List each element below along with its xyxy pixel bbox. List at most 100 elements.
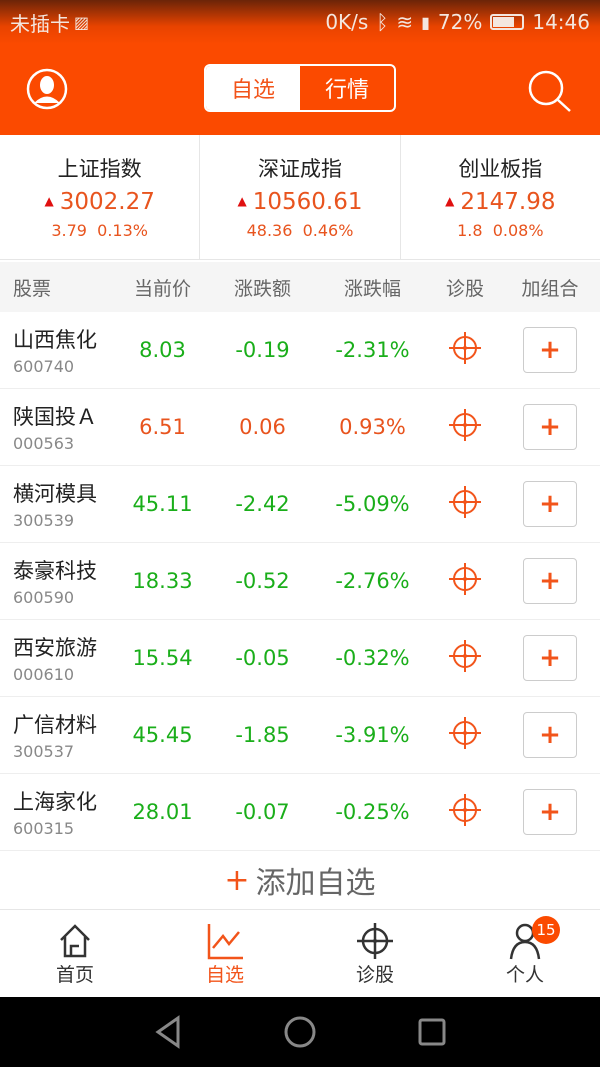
table-header: 股票 当前价 涨跌额 涨跌幅 诊股 加组合 xyxy=(0,262,600,312)
add-to-portfolio-button[interactable]: + xyxy=(523,327,577,373)
header-price[interactable]: 当前价 xyxy=(133,277,191,300)
add-watchlist-label: 添加自选 xyxy=(255,866,376,901)
table-row[interactable]: 泰豪科技 600590 18.33 -0.52 -2.76% + xyxy=(0,543,600,620)
stock-price: 45.45 xyxy=(132,723,193,747)
stock-name: 山西焦化 xyxy=(13,328,97,352)
system-nav-bar xyxy=(0,997,600,1067)
profile-avatar-icon[interactable] xyxy=(26,68,68,110)
nav-label: 自选 xyxy=(205,964,244,986)
stock-code: 000610 xyxy=(13,665,75,684)
crosshair-icon xyxy=(449,717,481,749)
stock-change: 0.06 xyxy=(239,415,286,439)
stock-name: 上海家化 xyxy=(13,790,97,814)
stock-code: 600740 xyxy=(13,357,75,376)
up-arrow-icon: ▲ xyxy=(445,194,455,208)
home-icon xyxy=(60,924,90,958)
nav-label: 首页 xyxy=(55,964,94,986)
diagnose-button[interactable] xyxy=(430,330,500,370)
add-to-portfolio-button[interactable]: + xyxy=(523,404,577,450)
home-circle-icon[interactable] xyxy=(283,1015,317,1049)
plus-icon: + xyxy=(224,862,250,898)
app-header: 自选 行情 xyxy=(0,44,600,135)
diagnose-button[interactable] xyxy=(430,715,500,755)
table-row[interactable]: 上海家化 600315 28.01 -0.07 -0.25% + xyxy=(0,774,600,851)
diagnose-button[interactable] xyxy=(430,407,500,447)
table-row[interactable]: 陕国投Ａ 000563 6.51 0.06 0.93% + xyxy=(0,389,600,466)
wifi-icon: ≋ xyxy=(396,10,414,34)
stock-price: 6.51 xyxy=(139,415,186,439)
back-icon[interactable] xyxy=(153,1015,183,1049)
nav-home[interactable]: 首页 xyxy=(0,910,150,997)
header-add-portfolio: 加组合 xyxy=(521,277,579,300)
index-name: 深证成指 xyxy=(257,157,342,181)
notification-badge: 15 xyxy=(532,916,560,944)
index-name: 上证指数 xyxy=(57,157,142,181)
crosshair-icon xyxy=(449,332,481,364)
stock-change: -1.85 xyxy=(235,723,290,747)
carrier-text: 未插卡 xyxy=(10,11,70,36)
stock-list: 山西焦化 600740 8.03 -0.19 -2.31% + 陕国投Ａ 000563… xyxy=(0,312,600,851)
diagnose-button[interactable] xyxy=(430,561,500,601)
stock-pct: -3.91% xyxy=(335,723,410,747)
index-card[interactable]: 创业板指 ▲ 2147.98 1.8 0.08% xyxy=(401,135,600,259)
add-to-portfolio-button[interactable]: + xyxy=(523,481,577,527)
table-row[interactable]: 山西焦化 600740 8.03 -0.19 -2.31% + xyxy=(0,312,600,389)
nav-label: 诊股 xyxy=(355,964,394,986)
index-card[interactable]: 上证指数 ▲ 3002.27 3.79 0.13% xyxy=(0,135,201,259)
crosshair-icon xyxy=(357,923,393,959)
add-to-portfolio-button[interactable]: + xyxy=(523,712,577,758)
stock-pct: -0.25% xyxy=(335,800,410,824)
search-icon[interactable] xyxy=(526,68,574,114)
table-row[interactable]: 横河模具 300539 45.11 -2.42 -5.09% + xyxy=(0,466,600,543)
bottom-nav: 首页 自选 诊股 个人 15 xyxy=(0,910,600,997)
stock-code: 300539 xyxy=(13,511,75,530)
stock-price: 15.54 xyxy=(132,646,193,670)
stock-name: 横河模具 xyxy=(13,482,97,506)
crosshair-icon xyxy=(449,409,481,441)
nav-profile[interactable]: 个人 15 xyxy=(450,910,600,997)
chart-icon xyxy=(207,924,243,960)
table-row[interactable]: 西安旅游 000610 15.54 -0.05 -0.32% + xyxy=(0,620,600,697)
stock-code: 600315 xyxy=(13,819,75,838)
stock-name: 广信材料 xyxy=(13,713,97,737)
stock-price: 28.01 xyxy=(132,800,193,824)
table-row[interactable]: 广信材料 300537 45.45 -1.85 -3.91% + xyxy=(0,697,600,774)
crosshair-icon xyxy=(449,640,481,672)
tab-market[interactable]: 行情 xyxy=(324,78,369,103)
add-to-portfolio-button[interactable]: + xyxy=(523,558,577,604)
header-pct[interactable]: 涨跌幅 xyxy=(343,277,401,300)
index-name: 创业板指 xyxy=(458,157,543,181)
sim-alert-icon: ▮ xyxy=(421,12,430,32)
nav-label: 个人 xyxy=(505,964,544,986)
sim-icon: ▨ xyxy=(74,12,90,32)
nav-diagnose[interactable]: 诊股 xyxy=(300,910,450,997)
stock-pct: -0.32% xyxy=(335,646,410,670)
crosshair-icon xyxy=(449,794,481,826)
diagnose-button[interactable] xyxy=(430,792,500,832)
stock-name: 泰豪科技 xyxy=(13,559,97,583)
diagnose-button[interactable] xyxy=(430,484,500,524)
up-arrow-icon: ▲ xyxy=(44,194,54,208)
index-pct: 0.13% xyxy=(97,221,148,240)
header-diagnose: 诊股 xyxy=(445,277,484,300)
network-speed: 0K/s xyxy=(325,10,369,34)
header-change[interactable]: 涨跌额 xyxy=(233,277,291,300)
tab-watchlist[interactable]: 自选 xyxy=(206,66,300,110)
bluetooth-icon: ᛒ xyxy=(376,10,389,34)
add-watchlist-button[interactable]: + 添加自选 xyxy=(0,851,600,910)
add-to-portfolio-button[interactable]: + xyxy=(523,635,577,681)
index-value: 10560.61 xyxy=(252,189,363,215)
header-stock: 股票 xyxy=(13,277,52,300)
index-card[interactable]: 深证成指 ▲ 10560.61 48.36 0.46% xyxy=(200,135,401,259)
stock-change: -0.07 xyxy=(235,800,290,824)
stock-name: 陕国投Ａ xyxy=(13,405,97,429)
stock-pct: -2.31% xyxy=(335,338,410,362)
index-change: 48.36 xyxy=(246,221,293,240)
add-to-portfolio-button[interactable]: + xyxy=(523,789,577,835)
nav-watchlist[interactable]: 自选 xyxy=(150,910,300,997)
crosshair-icon xyxy=(449,563,481,595)
stock-change: -0.19 xyxy=(235,338,290,362)
up-arrow-icon: ▲ xyxy=(237,194,247,208)
recents-icon[interactable] xyxy=(417,1017,447,1047)
diagnose-button[interactable] xyxy=(430,638,500,678)
